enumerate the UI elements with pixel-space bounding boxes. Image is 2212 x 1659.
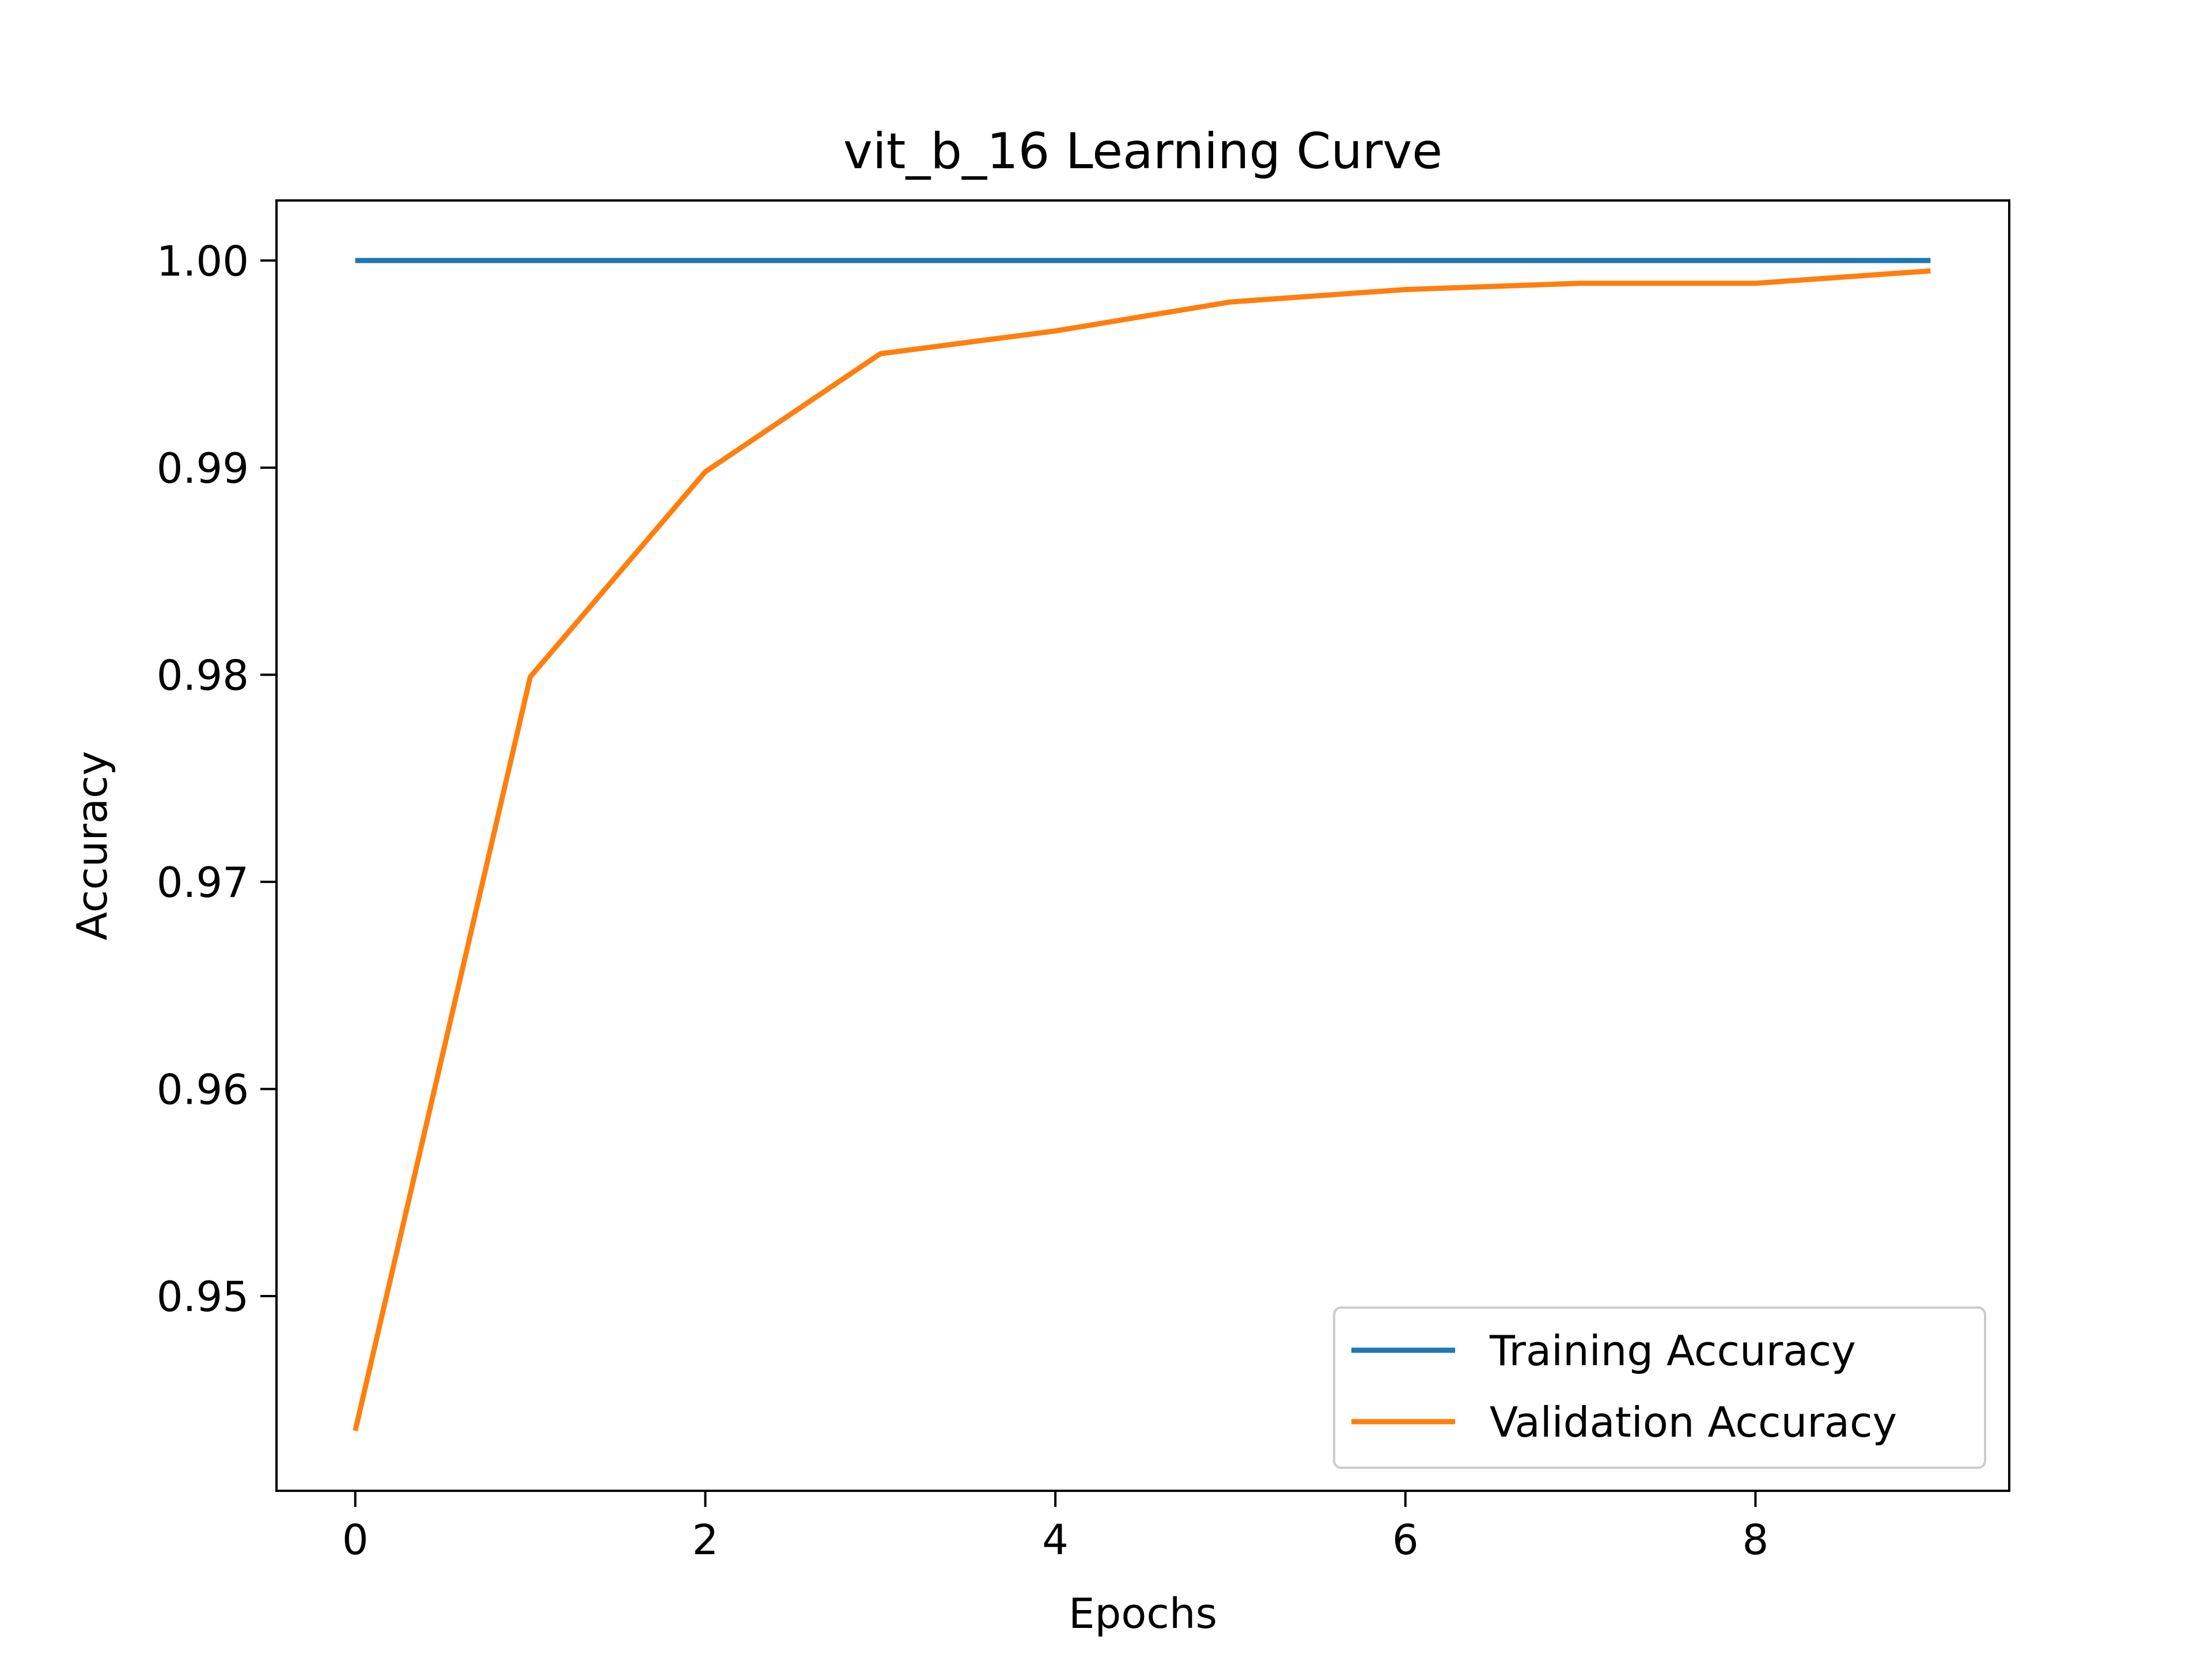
y-tick-label: 0.99 xyxy=(157,444,249,493)
x-tick-label: 8 xyxy=(1743,1516,1769,1564)
series-group xyxy=(353,257,1931,1431)
y-tick-label: 0.95 xyxy=(157,1272,249,1321)
y-tick-label: 1.00 xyxy=(157,237,249,285)
axes-frame xyxy=(275,199,2010,1492)
x-tick-label: 2 xyxy=(692,1516,718,1564)
y-tick-label: 0.97 xyxy=(157,858,249,907)
x-tick-label: 4 xyxy=(1042,1516,1069,1564)
legend-label: Training Accuracy xyxy=(1489,1327,1856,1375)
x-tick-label: 6 xyxy=(1392,1516,1419,1564)
x-tick-label: 0 xyxy=(342,1516,369,1564)
y-axis: 0.95 0.96 0.97 0.98 0.99 1.00 xyxy=(157,237,276,1321)
x-axis: 0 2 4 6 8 xyxy=(342,1491,1769,1564)
axes-frame-rect xyxy=(275,199,2010,1492)
chart-title: vit_b_16 Learning Curve xyxy=(843,123,1442,180)
y-tick-label: 0.98 xyxy=(157,651,249,699)
y-axis-label: Accuracy xyxy=(68,751,116,941)
series-line-validation-accuracy xyxy=(353,268,1931,1431)
x-axis-label: Epochs xyxy=(1069,1589,1217,1638)
legend-label: Validation Accuracy xyxy=(1490,1398,1897,1446)
legend-box xyxy=(1333,1306,1986,1469)
legend: Training Accuracy Validation Accuracy xyxy=(1333,1306,1986,1469)
y-tick-label: 0.96 xyxy=(157,1065,249,1113)
